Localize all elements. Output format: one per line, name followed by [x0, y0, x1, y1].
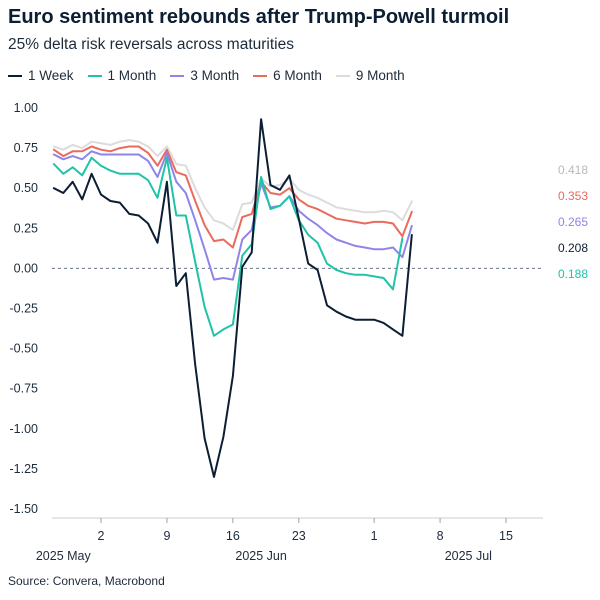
end-value-label-6-month: 0.353: [558, 189, 588, 203]
legend-item-1-month: 1 Month: [87, 68, 157, 83]
y-tick-label: -1.50: [10, 502, 39, 516]
y-tick-label: -0.25: [10, 302, 39, 316]
legend-swatch-6-month: [253, 74, 268, 77]
end-value-label-3-month: 0.265: [558, 215, 588, 229]
x-tick-label: 2: [98, 529, 105, 543]
x-tick-label: 1: [371, 529, 378, 543]
series-line-3-month: [52, 150, 413, 281]
x-month-label: 2025 Jul: [445, 549, 492, 563]
x-month-label: 2025 May: [36, 549, 92, 563]
legend-swatch-1-week: [8, 74, 22, 77]
series-line-9-month: [52, 139, 413, 231]
legend-item-6-month: 6 Month: [253, 68, 322, 83]
x-month-label: 2025 Jun: [235, 549, 286, 563]
end-value-label-1-week: 0.208: [558, 241, 588, 255]
y-tick-label: -1.00: [10, 422, 39, 436]
y-tick-label: -0.50: [10, 342, 39, 356]
x-tick-label: 23: [292, 529, 306, 543]
series-line-1-week: [52, 118, 413, 478]
y-tick-label: -1.25: [10, 462, 39, 476]
legend-label-1-month: 1 Month: [107, 68, 157, 83]
legend-label-1-week: 1 Week: [28, 68, 74, 83]
y-tick-label: -0.75: [10, 382, 39, 396]
legend-label-6-month: 6 Month: [273, 68, 322, 83]
source-note: Source: Convera, Macrobond: [8, 574, 165, 588]
legend-swatch-1-month: [87, 74, 102, 77]
end-value-label-9-month: 0.418: [558, 163, 588, 177]
chart-subtitle: 25% delta risk reversals across maturiti…: [8, 36, 294, 53]
chart-title: Euro sentiment rebounds after Trump-Powe…: [8, 6, 510, 28]
x-tick-label: 15: [499, 529, 513, 543]
legend-item-3-month: 3 Month: [170, 68, 239, 83]
x-tick-label: 8: [437, 529, 444, 543]
legend-swatch-9-month: [335, 74, 350, 77]
end-value-label-1-month: 0.188: [558, 267, 588, 281]
legend-label-3-month: 3 Month: [190, 68, 240, 83]
legend-item-9-month: 9 Month: [335, 68, 405, 83]
y-tick-label: 0.25: [14, 221, 38, 235]
y-tick-label: 0.75: [14, 141, 38, 155]
x-tick-label: 16: [226, 529, 240, 543]
series-line-6-month: [52, 145, 413, 249]
legend-label-9-month: 9 Month: [355, 68, 405, 83]
series-line-1-month: [52, 156, 404, 337]
y-tick-label: 0.00: [14, 261, 38, 275]
x-tick-label: 9: [163, 529, 170, 543]
legend-swatch-3-month: [170, 74, 185, 77]
legend: 1 Week 1 Month 3 Month 6 Month 9 Month: [8, 68, 405, 83]
legend-item-1-week: 1 Week: [8, 68, 74, 83]
y-tick-label: 1.00: [14, 101, 38, 115]
y-tick-label: 0.50: [14, 181, 38, 195]
